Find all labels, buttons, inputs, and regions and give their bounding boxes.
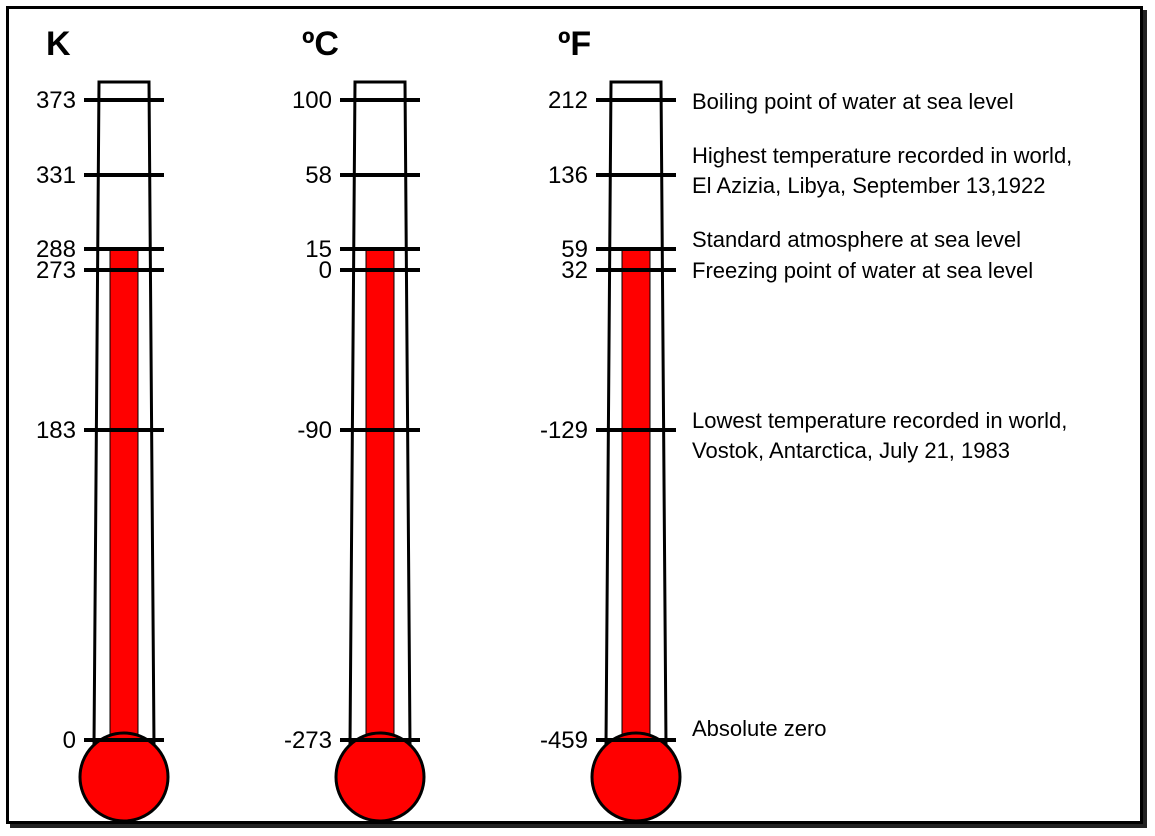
kelvin-mercury-column (109, 248, 139, 741)
kelvin-scale-title: K (46, 25, 71, 63)
celsius-mercury-column (365, 248, 395, 741)
reference-point-label: Vostok, Antarctica, July 21, 1983 (692, 438, 1010, 463)
celsius-tick-label: -90 (297, 417, 332, 444)
reference-point-label: Freezing point of water at sea level (692, 258, 1033, 283)
celsius-tick-label: 15 (305, 236, 332, 263)
kelvin-tick-label: 288 (36, 236, 76, 263)
diagram-frame (6, 6, 1143, 824)
reference-point-label: Lowest temperature recorded in world, (692, 408, 1067, 433)
reference-point-label: Highest temperature recorded in world, (692, 143, 1072, 168)
reference-point-label: Boiling point of water at sea level (692, 89, 1014, 114)
celsius-tick-label: 58 (305, 162, 332, 189)
fahrenheit-tick-label: -129 (540, 417, 588, 444)
fahrenheit-tick-label: -459 (540, 727, 588, 754)
fahrenheit-tick-label: 136 (548, 162, 588, 189)
fahrenheit-tick-label: 212 (548, 87, 588, 114)
celsius-scale-title: ºC (302, 25, 339, 63)
celsius-tick-label: -273 (284, 727, 332, 754)
celsius-tick-label: 100 (292, 87, 332, 114)
celsius-tick-label: 0 (319, 257, 332, 284)
fahrenheit-tick-label: 59 (561, 236, 588, 263)
kelvin-tick-label: 0 (63, 727, 76, 754)
fahrenheit-scale-title: ºF (558, 25, 591, 63)
celsius-bulb (334, 731, 426, 823)
fahrenheit-bulb (590, 731, 682, 823)
reference-point-label: Absolute zero (692, 716, 827, 741)
fahrenheit-mercury-column (621, 248, 651, 741)
kelvin-tick-label: 373 (36, 87, 76, 114)
kelvin-tick-label: 273 (36, 257, 76, 284)
fahrenheit-tick-label: 32 (561, 257, 588, 284)
kelvin-tick-label: 183 (36, 417, 76, 444)
kelvin-bulb (78, 731, 170, 823)
reference-point-label: Standard atmosphere at sea level (692, 227, 1021, 252)
reference-point-label: El Azizia, Libya, September 13,1922 (692, 173, 1045, 198)
kelvin-tick-label: 331 (36, 162, 76, 189)
